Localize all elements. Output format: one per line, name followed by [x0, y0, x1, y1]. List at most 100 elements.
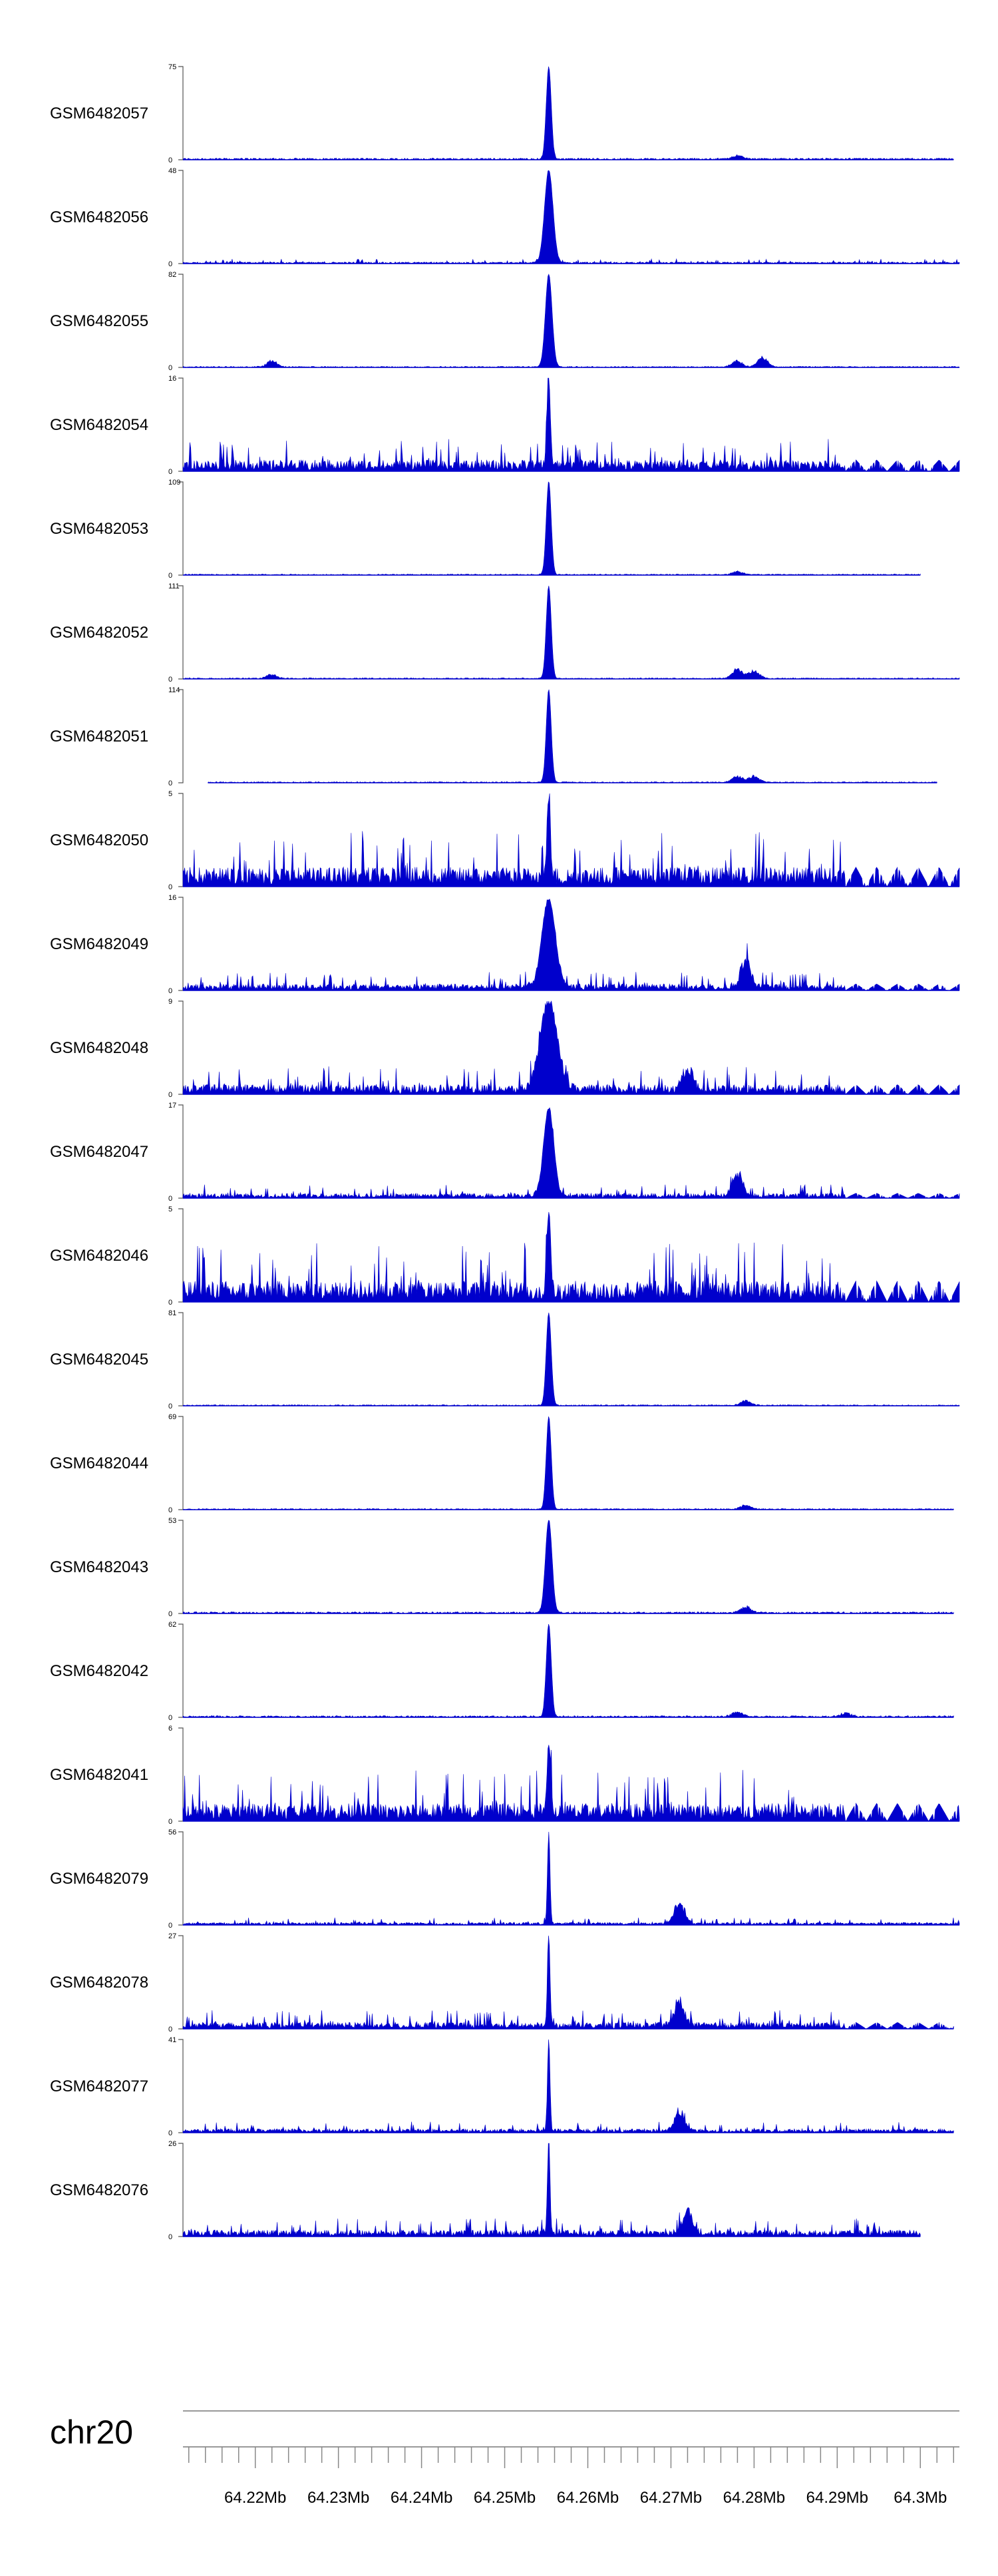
y-axis	[178, 170, 184, 264]
track-label: GSM6482079	[50, 1870, 148, 1888]
y-max-label: 75	[168, 63, 176, 71]
y-max-label: 109	[168, 479, 180, 487]
signal-area	[182, 1935, 954, 2030]
y-axis	[178, 481, 184, 576]
y-max-label: 5	[168, 790, 172, 798]
signal-area	[208, 689, 937, 783]
track-GSM6482055: GSM6482055 82 0	[50, 271, 960, 372]
tick-label: 64.22Mb	[224, 2489, 286, 2507]
track-GSM6482057: GSM6482057 75 0	[50, 63, 954, 164]
y-min-label: 0	[168, 260, 172, 268]
y-axis	[178, 1831, 184, 1926]
y-axis	[178, 585, 184, 680]
y-min-label: 0	[168, 1299, 172, 1307]
tick-label: 64.23Mb	[307, 2489, 369, 2507]
signal-area	[182, 793, 960, 887]
y-max-label: 56	[168, 1828, 176, 1836]
y-axis	[178, 1000, 184, 1095]
track-label: GSM6482045	[50, 1351, 148, 1369]
y-max-label: 41	[168, 2036, 176, 2044]
track-label: GSM6482044	[50, 1454, 148, 1472]
track-GSM6482056: GSM6482056 48 0	[50, 167, 960, 268]
y-max-label: 69	[168, 1413, 176, 1421]
y-min-label: 0	[168, 987, 172, 995]
signal-area	[182, 1211, 960, 1303]
y-min-label: 0	[168, 2129, 172, 2137]
signal-area	[182, 377, 960, 472]
y-min-label: 0	[168, 1195, 172, 1203]
tick-label: 64.24Mb	[391, 2489, 452, 2507]
track-label: GSM6482041	[50, 1766, 148, 1784]
track-GSM6482076: GSM6482076 26 0	[50, 2140, 921, 2241]
signal-area	[182, 1000, 960, 1095]
signal-area	[182, 274, 960, 368]
y-min-label: 0	[168, 2026, 172, 2034]
track-label: GSM6482077	[50, 2077, 148, 2095]
y-axis	[178, 1312, 184, 1406]
tick-group: 64.22Mb 64.23Mb 64.24Mb 64.25Mb 64.26Mb 64.27…	[188, 2447, 955, 2507]
signal-area	[182, 2143, 921, 2237]
y-axis	[178, 1416, 184, 1510]
y-axis	[178, 897, 184, 991]
track-label: GSM6482051	[50, 728, 148, 746]
y-max-label: 114	[168, 686, 180, 694]
track-GSM6482046: GSM6482046 5 0	[50, 1205, 960, 1307]
y-axis	[178, 2039, 184, 2133]
track-label: GSM6482050	[50, 831, 148, 849]
track-label: GSM6482054	[50, 416, 148, 434]
track-label: GSM6482076	[50, 2181, 148, 2199]
track-GSM6482079: GSM6482079 56 0	[50, 1828, 960, 1930]
signal-area	[182, 2039, 954, 2133]
track-GSM6482078: GSM6482078 27 0	[50, 1932, 954, 2034]
y-axis	[178, 1935, 184, 2030]
y-axis	[178, 274, 184, 368]
tick-label: 64.25Mb	[474, 2489, 536, 2507]
tick-label: 64.28Mb	[723, 2489, 785, 2507]
y-max-label: 5	[168, 1205, 172, 1213]
y-max-label: 48	[168, 167, 176, 175]
track-label: GSM6482052	[50, 624, 148, 642]
track-label: GSM6482057	[50, 105, 148, 122]
y-max-label: 26	[168, 2140, 176, 2148]
tick-label: 64.27Mb	[640, 2489, 702, 2507]
signal-area	[182, 1107, 960, 1199]
y-max-label: 62	[168, 1621, 176, 1629]
y-min-label: 0	[168, 1714, 172, 1722]
track-GSM6482053: GSM6482053 109 0	[50, 479, 921, 580]
y-max-label: 27	[168, 1932, 176, 1940]
track-label: GSM6482043	[50, 1558, 148, 1576]
y-min-label: 0	[168, 1506, 172, 1514]
tick-label: 64.29Mb	[806, 2489, 868, 2507]
y-axis	[178, 1623, 184, 1718]
track-label: GSM6482049	[50, 935, 148, 953]
y-min-label: 0	[168, 1091, 172, 1099]
y-max-label: 6	[168, 1725, 172, 1733]
track-label: GSM6482048	[50, 1039, 148, 1057]
signal-area	[182, 1416, 954, 1510]
y-min-label: 0	[168, 1402, 172, 1410]
y-max-label: 81	[168, 1309, 176, 1317]
signal-area	[182, 66, 954, 160]
track-GSM6482047: GSM6482047 17 0	[50, 1102, 960, 1203]
y-max-label: 16	[168, 375, 176, 383]
y-min-label: 0	[168, 676, 172, 684]
y-axis	[178, 66, 184, 160]
y-axis	[178, 1520, 184, 1614]
y-max-label: 9	[168, 998, 172, 1006]
track-GSM6482054: GSM6482054 16 0	[50, 375, 960, 476]
y-axis	[178, 1208, 184, 1303]
track-label: GSM6482042	[50, 1662, 148, 1680]
y-min-label: 0	[168, 156, 172, 164]
signal-area	[182, 170, 960, 264]
y-axis	[178, 2143, 184, 2237]
tick-label: 64.26Mb	[557, 2489, 619, 2507]
y-min-label: 0	[168, 1610, 172, 1618]
track-label: GSM6482046	[50, 1247, 148, 1265]
track-GSM6482049: GSM6482049 16 0	[50, 894, 960, 995]
y-axis	[178, 793, 184, 887]
signal-area	[182, 1312, 960, 1406]
y-min-label: 0	[168, 883, 172, 891]
track-GSM6482051: GSM6482051 114 0	[50, 686, 937, 787]
signal-area	[182, 899, 960, 991]
